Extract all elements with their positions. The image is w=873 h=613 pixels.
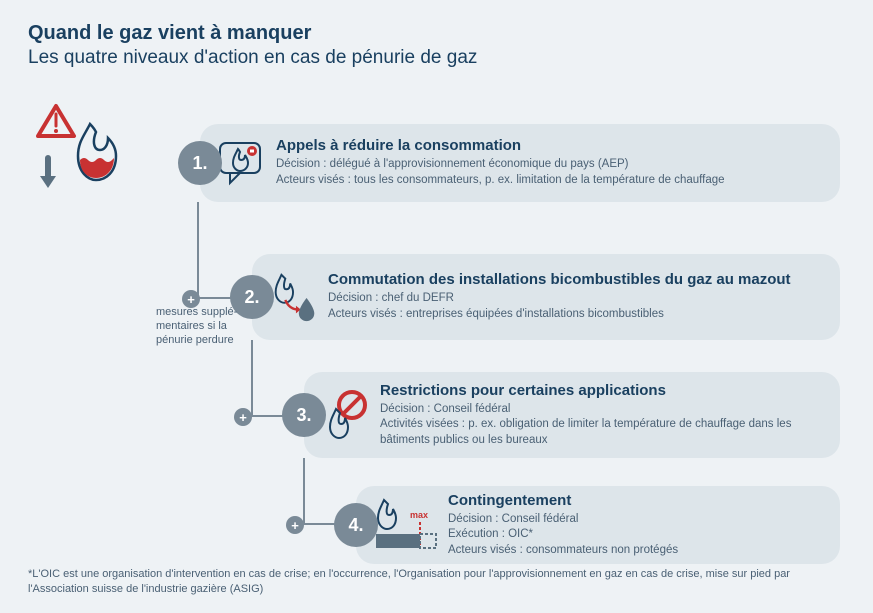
plus-icon-3: + [286,516,304,534]
connector-3-4 [0,0,873,613]
footnote: *L'OIC est une organisation d'interventi… [28,567,828,597]
